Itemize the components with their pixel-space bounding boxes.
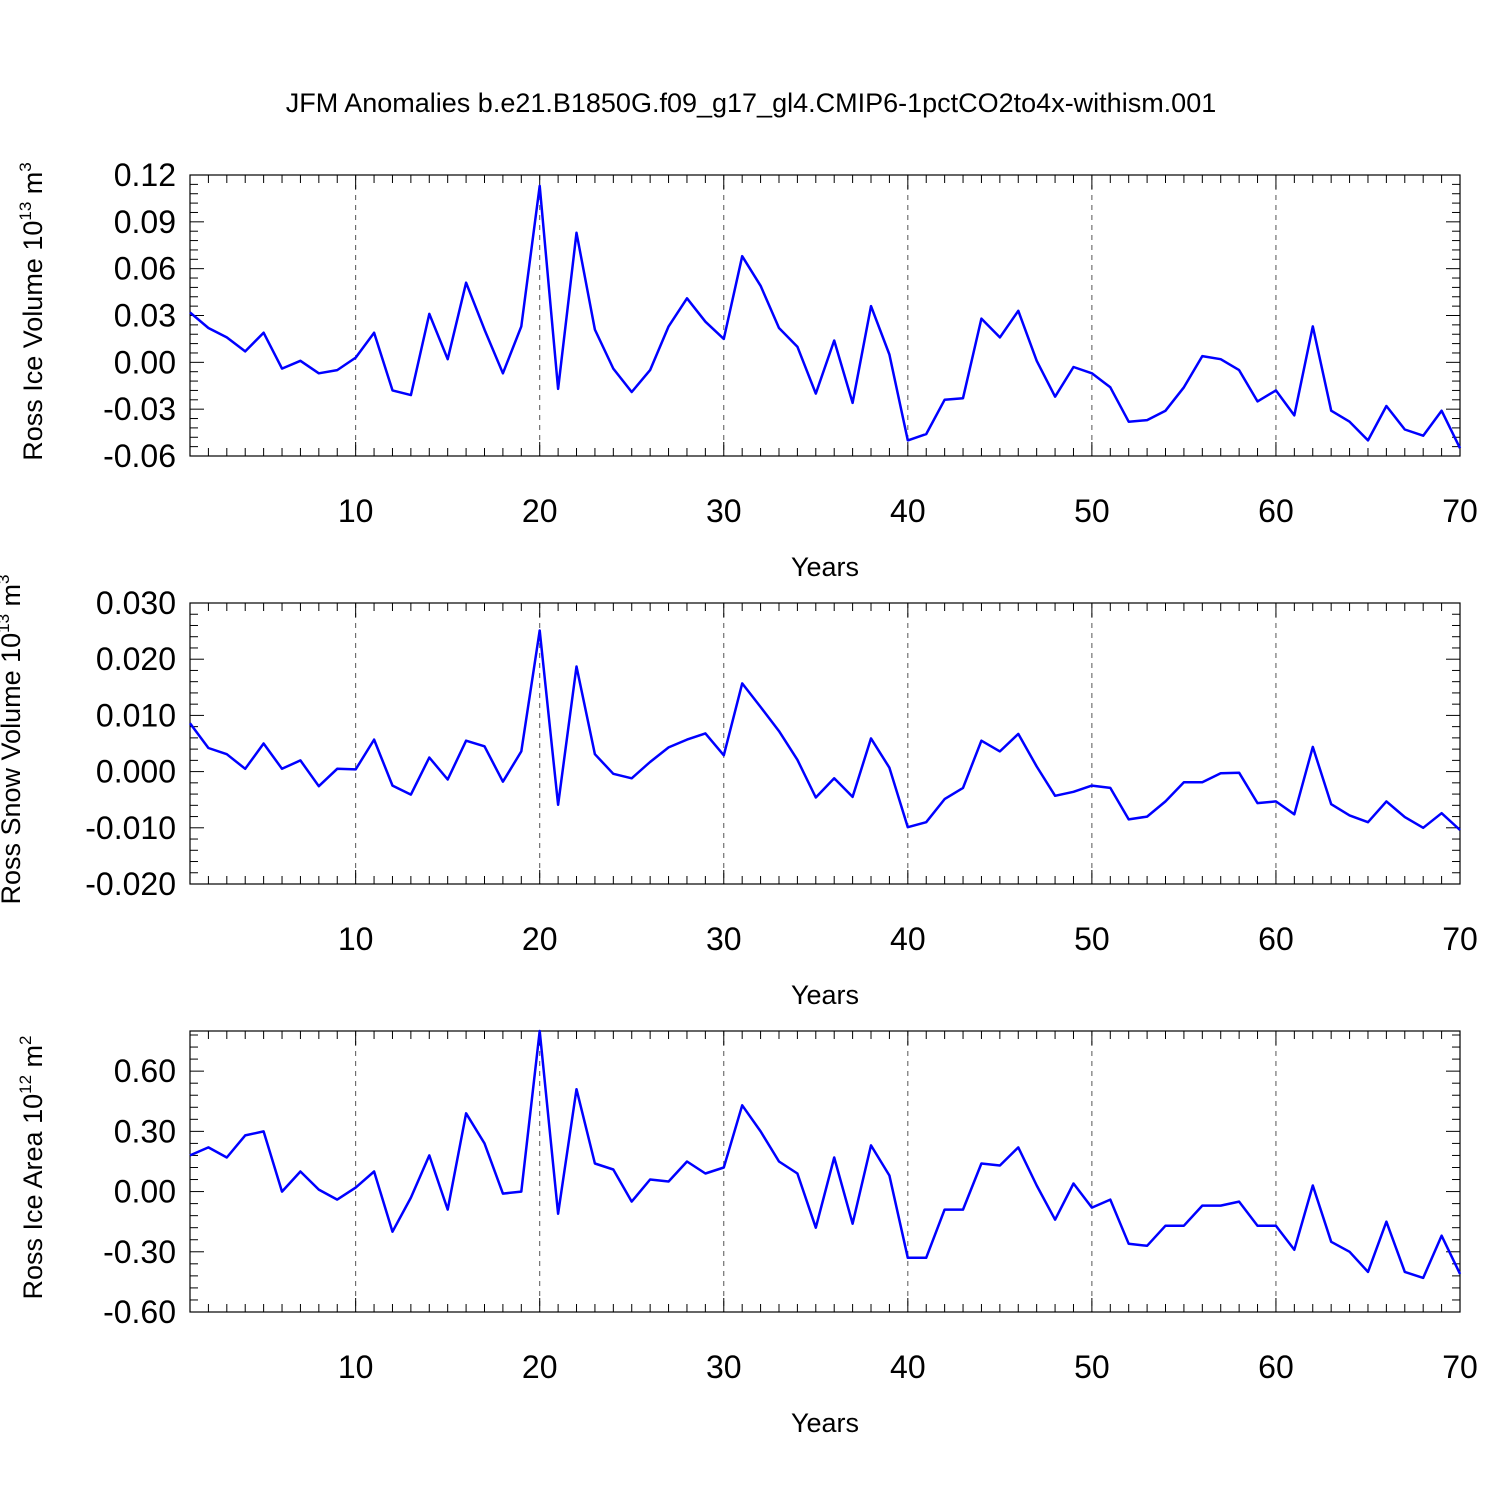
y-tick-label: -0.010 xyxy=(85,810,176,846)
y-axis-title-text: Ross Ice Volume 10 xyxy=(18,221,48,461)
x-axis-title: Years xyxy=(791,1408,859,1438)
y-axis-unit-exponent: 3 xyxy=(16,162,35,171)
series-line-ice-area xyxy=(189,1029,1462,1280)
y-tick-label: -0.60 xyxy=(103,1294,176,1330)
x-tick-label: 50 xyxy=(1074,921,1110,957)
y-axis-exponent: 13 xyxy=(0,614,13,633)
y-tick-label: 0.010 xyxy=(96,697,176,733)
y-tick-label: -0.03 xyxy=(103,391,176,427)
x-tick-label: 40 xyxy=(890,1349,926,1385)
figure-title: JFM Anomalies b.e21.B1850G.f09_g17_gl4.C… xyxy=(286,88,1217,118)
y-axis-title-text: Ross Ice Area 10 xyxy=(18,1094,48,1300)
x-tick-label: 10 xyxy=(338,921,374,957)
x-tick-label: 20 xyxy=(522,921,558,957)
y-axis-unit: m xyxy=(18,172,48,202)
y-axis-unit: m xyxy=(18,1045,48,1075)
y-tick-label: -0.06 xyxy=(103,438,176,474)
x-tick-label: 60 xyxy=(1258,493,1294,529)
x-tick-label: 40 xyxy=(890,493,926,529)
y-axis-title-text: Ross Snow Volume 10 xyxy=(0,633,26,905)
y-tick-label: 0.00 xyxy=(114,1174,176,1210)
panel-ice-area: -0.60 -0.30 0.00 0.30 0.60 10 20 30 40 50 60 70 Year… xyxy=(16,1029,1478,1438)
y-tick-label: -0.30 xyxy=(103,1234,176,1270)
y-axis-title: Ross Ice Volume 1013 m3 xyxy=(16,162,48,461)
y-axis-unit-exponent: 2 xyxy=(16,1035,35,1044)
x-tick-label: 30 xyxy=(706,493,742,529)
x-tick-label: 20 xyxy=(522,493,558,529)
panel-ice-volume: -0.06 -0.03 0.00 0.03 0.06 0.09 0.12 10 20 30 40 50… xyxy=(16,157,1478,582)
x-tick-label: 20 xyxy=(522,1349,558,1385)
y-tick-label: 0.12 xyxy=(114,157,176,193)
y-tick-label: 0.030 xyxy=(96,585,176,621)
x-tick-label: 70 xyxy=(1442,493,1478,529)
x-tick-label: 70 xyxy=(1442,1349,1478,1385)
y-axis-unit-exponent: 3 xyxy=(0,574,13,583)
x-tick-label: 70 xyxy=(1442,921,1478,957)
panel-snow-volume: -0.020 -0.010 0.000 0.010 0.020 0.030 10 20 30 40… xyxy=(0,574,1478,1010)
x-tick-label: 50 xyxy=(1074,493,1110,529)
y-tick-label: 0.06 xyxy=(114,251,176,287)
x-tick-label: 40 xyxy=(890,921,926,957)
x-axis-title: Years xyxy=(791,552,859,582)
y-tick-label: 0.000 xyxy=(96,754,176,790)
y-tick-label: 0.09 xyxy=(114,204,176,240)
x-tick-label: 10 xyxy=(338,493,374,529)
y-axis-title: Ross Snow Volume 1013 m3 xyxy=(0,574,26,904)
y-tick-label: 0.00 xyxy=(114,344,176,380)
x-tick-label: 10 xyxy=(338,1349,374,1385)
y-axis-exponent: 13 xyxy=(16,202,35,221)
y-tick-label: -0.020 xyxy=(85,866,176,902)
y-axis-title: Ross Ice Area 1012 m2 xyxy=(16,1035,48,1299)
y-tick-label: 0.30 xyxy=(114,1113,176,1149)
series-line-ice-volume xyxy=(189,184,1462,449)
series-line-snow-volume xyxy=(188,629,1461,831)
x-tick-label: 60 xyxy=(1258,921,1294,957)
x-tick-label: 30 xyxy=(706,1349,742,1385)
y-tick-label: 0.03 xyxy=(114,298,176,334)
x-tick-label: 30 xyxy=(706,921,742,957)
plot-frame xyxy=(189,1030,1461,1313)
x-tick-label: 50 xyxy=(1074,1349,1110,1385)
plot-frame xyxy=(189,602,1461,885)
y-axis-exponent: 12 xyxy=(16,1075,35,1094)
plot-frame xyxy=(189,174,1461,457)
x-axis-title: Years xyxy=(791,980,859,1010)
x-tick-label: 60 xyxy=(1258,1349,1294,1385)
y-tick-label: 0.60 xyxy=(114,1053,176,1089)
y-axis-unit: m xyxy=(0,584,26,614)
y-tick-label: 0.020 xyxy=(96,641,176,677)
